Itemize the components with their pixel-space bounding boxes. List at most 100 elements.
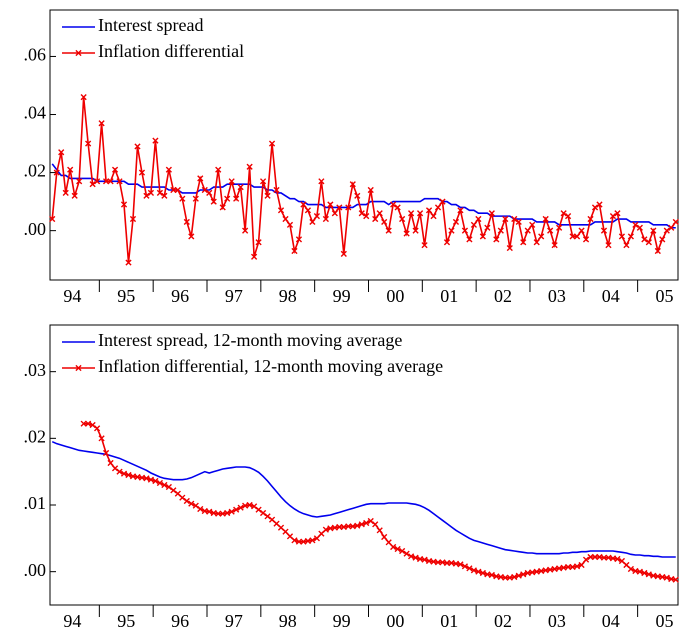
marker xyxy=(152,137,159,144)
marker xyxy=(170,186,177,194)
marker xyxy=(663,227,670,234)
marker xyxy=(394,545,401,553)
marker xyxy=(67,166,74,173)
marker xyxy=(470,221,477,228)
marker xyxy=(663,574,670,581)
marker xyxy=(385,539,392,546)
marker xyxy=(636,224,643,231)
marker xyxy=(448,227,455,234)
marker xyxy=(345,523,352,530)
marker xyxy=(466,236,473,243)
marker xyxy=(268,140,276,147)
x-tick-label: 97 xyxy=(225,611,243,631)
marker xyxy=(623,242,630,249)
marker xyxy=(412,554,419,561)
marker xyxy=(443,239,451,246)
marker xyxy=(318,178,325,185)
marker xyxy=(672,218,679,226)
marker xyxy=(98,435,105,442)
marker xyxy=(237,504,244,511)
y-tick-label: .02 xyxy=(24,161,47,181)
marker xyxy=(85,140,92,147)
marker xyxy=(300,201,307,208)
y-tick-label: .00 xyxy=(24,560,47,580)
marker xyxy=(174,186,181,194)
y-tick-label: .04 xyxy=(24,103,47,123)
marker xyxy=(502,574,509,581)
marker xyxy=(125,259,132,266)
marker xyxy=(179,195,186,202)
x-tick-label: 94 xyxy=(63,286,81,306)
marker xyxy=(565,563,572,571)
marker xyxy=(390,201,397,208)
x-tick-label: 95 xyxy=(117,286,135,306)
marker xyxy=(457,207,464,214)
marker xyxy=(147,189,155,196)
marker xyxy=(197,505,204,513)
marker xyxy=(264,513,271,520)
marker xyxy=(224,509,231,517)
x-tick-label: 02 xyxy=(494,286,512,306)
marker xyxy=(322,215,329,223)
marker xyxy=(632,221,639,228)
series-line xyxy=(51,163,676,229)
marker xyxy=(152,477,159,485)
marker xyxy=(354,192,361,199)
marker xyxy=(381,218,388,226)
x-tick-label: 98 xyxy=(279,286,297,306)
plot-frame xyxy=(49,324,679,606)
y-tick-label: .06 xyxy=(24,45,47,65)
marker xyxy=(430,213,437,220)
x-tick-label: 95 xyxy=(117,611,135,631)
marker xyxy=(434,559,442,566)
x-tick-label: 00 xyxy=(386,286,404,306)
marker xyxy=(138,169,146,176)
marker xyxy=(668,224,675,231)
x-tick-label: 01 xyxy=(440,286,458,306)
marker xyxy=(376,527,383,534)
marker xyxy=(286,221,294,228)
marker xyxy=(49,215,56,223)
marker xyxy=(390,543,397,551)
marker xyxy=(165,166,172,173)
marker xyxy=(524,227,531,234)
marker xyxy=(600,554,608,561)
marker xyxy=(484,224,491,231)
marker xyxy=(273,186,280,194)
marker xyxy=(331,210,338,217)
marker xyxy=(416,210,424,217)
legend-label: Inflation differential xyxy=(98,41,244,61)
marker xyxy=(129,215,137,223)
marker xyxy=(547,227,554,234)
marker xyxy=(89,181,96,188)
marker xyxy=(233,195,240,202)
marker xyxy=(255,506,262,513)
marker xyxy=(309,218,316,226)
marker xyxy=(206,508,213,515)
marker xyxy=(645,239,652,246)
marker xyxy=(461,563,469,570)
marker xyxy=(363,519,370,527)
marker xyxy=(134,143,141,150)
marker xyxy=(295,538,303,545)
marker xyxy=(304,207,312,214)
marker xyxy=(587,553,594,561)
marker xyxy=(569,233,576,240)
marker xyxy=(403,230,410,237)
marker xyxy=(147,476,155,483)
marker xyxy=(542,215,549,223)
marker xyxy=(493,236,500,243)
marker xyxy=(506,244,513,252)
marker xyxy=(313,213,320,220)
legend-marker xyxy=(75,49,82,57)
marker xyxy=(143,475,150,482)
x-tick-label: 01 xyxy=(440,611,458,631)
marker xyxy=(188,233,195,240)
marker xyxy=(434,204,442,211)
marker xyxy=(80,420,87,427)
x-tick-label: 05 xyxy=(656,611,674,631)
legend-label: Interest spread xyxy=(98,15,203,35)
marker xyxy=(475,568,482,575)
marker xyxy=(511,215,518,223)
marker xyxy=(228,178,235,185)
